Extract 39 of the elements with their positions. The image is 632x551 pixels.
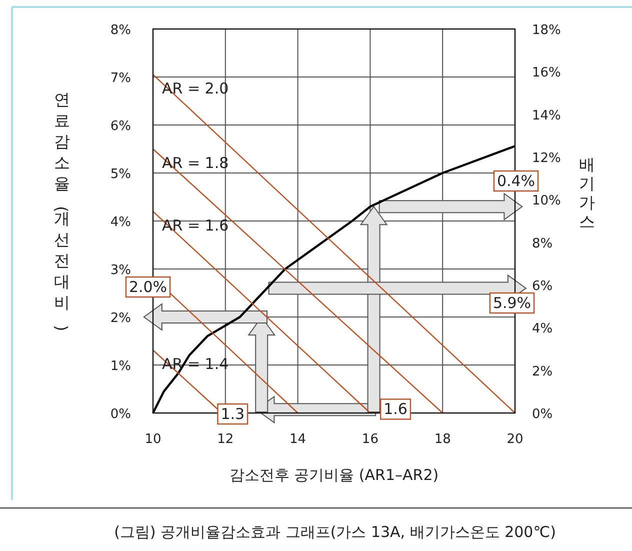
annotation: 1.3 — [220, 405, 245, 423]
y-tick-label: 4% — [110, 215, 131, 230]
annotation: 0.4% — [493, 170, 539, 192]
annotation: 1.3 — [217, 403, 248, 425]
y2-tick-label: 16% — [532, 66, 561, 81]
x-tick-label: 10 — [144, 432, 162, 447]
y2-tick-label: 10% — [532, 194, 561, 209]
y-tick-label: 0% — [110, 407, 131, 422]
annotation: 5.9% — [489, 292, 535, 314]
annotation: 1.6 — [384, 400, 408, 418]
y-tick-label: 1% — [110, 359, 131, 374]
annotation: 0.4% — [496, 172, 536, 190]
y2-tick-label: 18% — [532, 23, 561, 38]
x-tick-label: 14 — [290, 432, 306, 447]
y-tick-label: 8% — [110, 23, 131, 38]
y2-tick-label: 12% — [532, 151, 561, 166]
y2-axis-title: 배기가스 — [579, 155, 595, 231]
text: 연료감소율(개선전대비) — [52, 90, 71, 332]
y-tick-label: 2% — [110, 311, 131, 326]
y2-tick-label: 14% — [532, 108, 561, 124]
y-tick-label: 7% — [110, 71, 131, 86]
x-tick-label: 12 — [217, 432, 234, 447]
y-tick-label: 6% — [110, 119, 131, 134]
text: (그림) 공개비율감소효과 그래프(가스 13A, 배기가스온도 200℃) — [114, 523, 556, 541]
y-tick-label: 5% — [110, 167, 131, 182]
annotation: 1.6 — [380, 398, 412, 420]
y2-tick-label: 4% — [532, 322, 553, 337]
y-tick-label: 3% — [110, 263, 131, 278]
y2-tick-label: 0% — [532, 407, 553, 422]
x-axis-title: 감소전후 공기비율 (AR1–AR2) — [229, 466, 439, 484]
annotation: 2.0% — [128, 278, 168, 296]
x-tick-label: 16 — [362, 432, 378, 447]
x-tick-label: 18 — [434, 432, 451, 447]
annotation: 2.0% — [125, 276, 171, 298]
y2-tick-label: 8% — [532, 236, 553, 252]
y2-tick-label: 6% — [532, 279, 553, 294]
annotation: 5.9% — [492, 294, 532, 312]
y2-tick-label: 2% — [532, 364, 553, 380]
x-tick-label: 20 — [506, 432, 524, 447]
